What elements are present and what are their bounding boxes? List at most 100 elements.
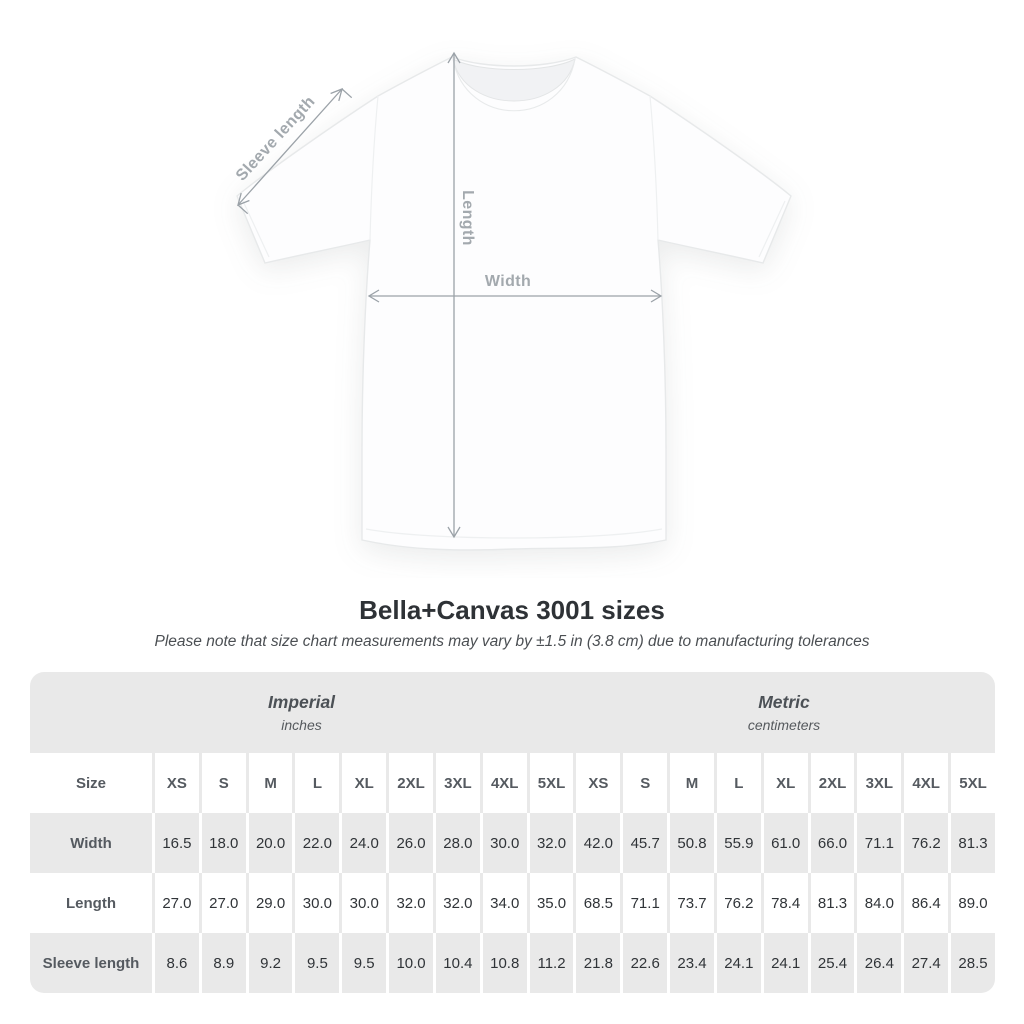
table-row-width: Width 16.5 18.0 20.0 22.0 24.0 26.0 28.0 30.0 32.…: [30, 813, 995, 873]
width-value-metric-xl: 61.0: [760, 813, 808, 873]
sleeve-length-value-imperial-s: 8.9: [198, 933, 246, 993]
sleeve-length-value-metric-3xl: 26.4: [854, 933, 901, 993]
length-value-imperial-3xl: 32.0: [432, 873, 480, 933]
table-row-length: Length 27.0 27.0 29.0 30.0 30.0 32.0 32.0 34.0 35…: [30, 873, 995, 933]
sleeve-length-value-imperial-3xl: 10.4: [432, 933, 480, 993]
size-col-header-metric-4xl: 4XL: [901, 753, 948, 813]
length-value-metric-m: 73.7: [667, 873, 714, 933]
right-cuff-seam: [758, 200, 786, 258]
row-label-length: Length: [66, 894, 116, 912]
length-value-metric-2xl: 81.3: [807, 873, 855, 933]
length-value-metric-l: 76.2: [713, 873, 761, 933]
length-value-imperial-m: 29.0: [245, 873, 293, 933]
size-col-header-metric-2xl: 2XL: [807, 753, 855, 813]
sleeve-length-value-metric-xs: 21.8: [573, 933, 620, 993]
size-col-header-metric-xl: XL: [760, 753, 808, 813]
imperial-title: Imperial: [267, 692, 336, 712]
size-col-header-metric-3xl: 3XL: [854, 753, 901, 813]
length-value-metric-4xl: 86.4: [901, 873, 948, 933]
sleeve-length-value-metric-4xl: 27.4: [901, 933, 948, 993]
sleeve-length-value-metric-s: 22.6: [620, 933, 667, 993]
sleeve-length-value-metric-5xl: 28.5: [948, 933, 995, 993]
width-value-metric-xs: 42.0: [573, 813, 620, 873]
width-value-metric-3xl: 71.1: [854, 813, 901, 873]
sleeve-length-value-imperial-5xl: 11.2: [526, 933, 574, 993]
size-table: Imperial inches Metric centimeters Size …: [30, 672, 995, 993]
imperial-group-header: Imperial inches: [30, 672, 573, 753]
length-value-metric-xs: 68.5: [573, 873, 620, 933]
size-col-header-metric-xs: XS: [573, 753, 620, 813]
collar-seam: [452, 58, 576, 112]
size-col-header-metric-m: M: [667, 753, 714, 813]
length-value-imperial-4xl: 34.0: [479, 873, 527, 933]
width-value-metric-l: 55.9: [713, 813, 761, 873]
metric-group-header: Metric centimeters: [573, 672, 995, 753]
tshirt-silhouette: [236, 56, 792, 551]
length-value-imperial-s: 27.0: [198, 873, 246, 933]
size-col-header-metric-l: L: [713, 753, 761, 813]
hem-seam: [365, 528, 663, 539]
row-label-sleeve-length: Sleeve length: [42, 954, 140, 972]
length-label: Length: [459, 190, 476, 246]
width-value-imperial-2xl: 26.0: [386, 813, 433, 873]
tolerance-note: Please note that size chart measurements…: [154, 633, 870, 650]
width-value-imperial-l: 22.0: [292, 813, 339, 873]
size-col-header-metric-s: S: [620, 753, 667, 813]
sleeve-length-value-imperial-xl: 9.5: [339, 933, 386, 993]
tshirt-illustration: [236, 56, 792, 551]
length-arrow: [447, 51, 461, 539]
length-value-imperial-l: 30.0: [292, 873, 339, 933]
sleeve-length-value-imperial-l: 9.5: [292, 933, 339, 993]
size-header-row: Size XS S M L XL 2XL 3XL 4XL 5XL XS S M L XL 2XL 3XL 4XL…: [30, 753, 995, 813]
size-col-header-imperial-xl: XL: [339, 753, 386, 813]
size-col-header-imperial-m: M: [245, 753, 293, 813]
sleeve-length-value-metric-2xl: 25.4: [807, 933, 855, 993]
width-value-imperial-xl: 24.0: [339, 813, 386, 873]
size-col-header-imperial-3xl: 3XL: [432, 753, 480, 813]
table-row-sleeve-length: Sleeve length 8.6 8.9 9.2 9.5 9.5 10.0 10.4 10.8…: [30, 933, 995, 993]
sleeve-length-value-imperial-4xl: 10.8: [479, 933, 527, 993]
sleeve-length-value-metric-m: 23.4: [667, 933, 714, 993]
size-header-label: Size: [75, 774, 106, 792]
size-col-header-imperial-4xl: 4XL: [479, 753, 527, 813]
left-cuff-seam: [242, 200, 270, 258]
length-value-metric-3xl: 84.0: [854, 873, 901, 933]
sleeve-length-value-imperial-2xl: 10.0: [386, 933, 433, 993]
metric-title: Metric: [758, 692, 810, 712]
width-value-imperial-xs: 16.5: [152, 813, 199, 873]
width-value-metric-2xl: 66.0: [807, 813, 855, 873]
length-value-imperial-2xl: 32.0: [386, 873, 433, 933]
width-value-imperial-5xl: 32.0: [526, 813, 574, 873]
length-value-metric-5xl: 89.0: [948, 873, 995, 933]
collar-opening: [452, 58, 576, 102]
sleeve-length-value-metric-l: 24.1: [713, 933, 761, 993]
size-col-header-imperial-xs: XS: [152, 753, 199, 813]
size-col-header-metric-5xl: 5XL: [948, 753, 995, 813]
width-value-imperial-3xl: 28.0: [432, 813, 480, 873]
width-value-imperial-m: 20.0: [245, 813, 293, 873]
metric-unit: centimeters: [747, 717, 821, 733]
sleeve-length-arrow: [237, 87, 353, 215]
tshirt-measurement-diagram: Sleeve length Length Width: [233, 51, 792, 551]
left-sleeve-seam: [369, 95, 379, 241]
width-value-metric-5xl: 81.3: [948, 813, 995, 873]
sleeve-length-value-imperial-xs: 8.6: [152, 933, 199, 993]
imperial-unit: inches: [281, 717, 322, 733]
sleeve-length-value-imperial-m: 9.2: [245, 933, 293, 993]
length-value-metric-xl: 78.4: [760, 873, 808, 933]
unit-header-band: Imperial inches Metric centimeters: [30, 672, 995, 753]
width-value-metric-m: 50.8: [667, 813, 714, 873]
size-col-header-imperial-5xl: 5XL: [526, 753, 574, 813]
width-value-imperial-s: 18.0: [198, 813, 246, 873]
width-value-metric-s: 45.7: [620, 813, 667, 873]
length-value-imperial-xs: 27.0: [152, 873, 199, 933]
length-value-imperial-5xl: 35.0: [526, 873, 574, 933]
right-sleeve-seam: [649, 95, 659, 241]
length-value-metric-s: 71.1: [620, 873, 667, 933]
size-col-header-imperial-l: L: [292, 753, 339, 813]
size-col-header-imperial-s: S: [198, 753, 246, 813]
width-label: Width: [485, 273, 531, 290]
length-value-imperial-xl: 30.0: [339, 873, 386, 933]
width-arrow: [367, 289, 663, 303]
